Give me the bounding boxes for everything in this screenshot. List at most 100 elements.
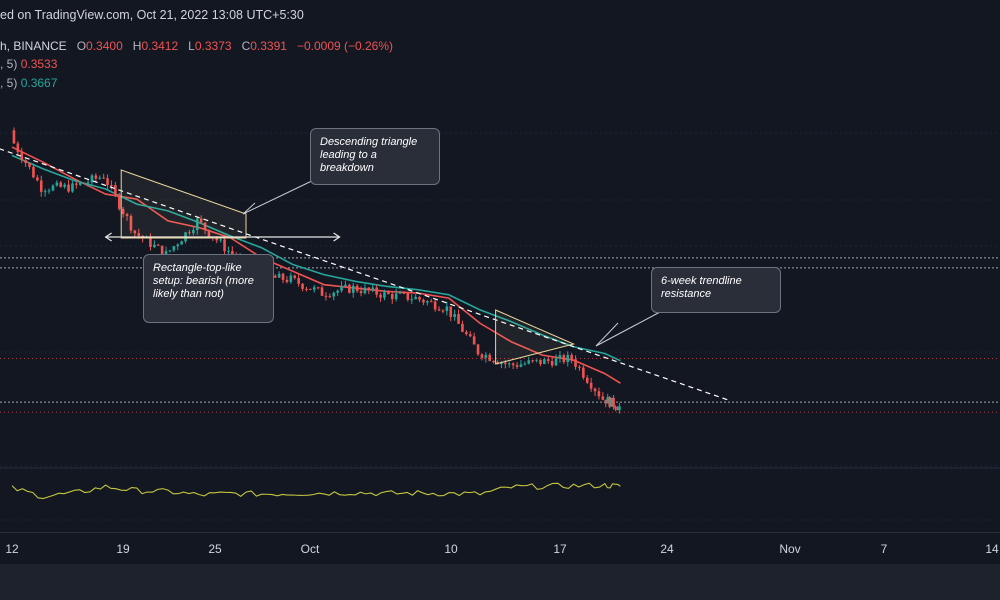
- candle-body: [437, 309, 441, 311]
- candle-body: [340, 286, 343, 291]
- close-label: C: [241, 39, 251, 53]
- candle-body: [593, 388, 597, 392]
- candle-body: [75, 183, 78, 185]
- trendline-callout[interactable]: 6-week trendline resistance: [651, 267, 781, 313]
- candle-body: [305, 288, 308, 290]
- candle-body: [535, 359, 538, 361]
- candle-body: [192, 230, 195, 234]
- candle-body: [606, 397, 610, 404]
- candle-body: [289, 275, 293, 282]
- candle-body: [414, 296, 417, 300]
- candle-body: [562, 355, 566, 363]
- candle-body: [47, 190, 51, 192]
- candle-body: [418, 296, 421, 300]
- x-tick-label: 12: [5, 542, 19, 556]
- candle-body: [461, 323, 464, 332]
- candle-body: [351, 285, 355, 293]
- candle-body: [371, 287, 375, 291]
- rectangle-callout[interactable]: Rectangle-top-like setup: bearish (more …: [143, 254, 274, 323]
- low-value: 0.3373: [194, 39, 232, 53]
- high-label: H: [132, 39, 142, 53]
- x-tick-label: 24: [660, 542, 674, 556]
- candle-body: [367, 287, 371, 291]
- candle-body: [449, 306, 453, 317]
- candle-body: [610, 397, 613, 407]
- triangle-callout[interactable]: Descending triangle leading to a breakdo…: [310, 128, 440, 185]
- candle-body: [355, 285, 359, 292]
- candle-body: [410, 299, 414, 301]
- ma-fast-legend[interactable]: , 5) 0.3533: [0, 57, 57, 71]
- candle-body: [82, 182, 86, 184]
- candle-body: [195, 218, 199, 231]
- candle-body: [156, 244, 160, 246]
- x-tick-label: Nov: [779, 542, 801, 556]
- candle-body: [406, 292, 410, 300]
- candle-body: [55, 182, 59, 186]
- candle-body: [426, 301, 429, 303]
- candle-body: [383, 292, 386, 298]
- candle-body: [480, 354, 484, 358]
- candle-body: [316, 287, 320, 289]
- candle-body: [110, 185, 113, 187]
- candle-body: [28, 163, 31, 167]
- change-value: −0.0009 (−0.26%): [296, 39, 394, 53]
- candle-body: [344, 284, 347, 287]
- x-tick-label: 10: [444, 542, 458, 556]
- candle-body: [433, 301, 437, 310]
- candle-body: [301, 283, 304, 289]
- candle-body: [277, 273, 281, 278]
- candle-body: [523, 363, 527, 365]
- candle-body: [51, 185, 55, 191]
- candle-body: [332, 292, 336, 297]
- close-value: 0.3391: [250, 39, 287, 53]
- ma-line: [11, 146, 621, 384]
- candle-body: [90, 175, 94, 183]
- candle-body: [121, 208, 125, 215]
- candle-body: [618, 406, 621, 411]
- open-value: 0.3400: [86, 39, 123, 53]
- ohlc-legend[interactable]: h, BINANCE O0.3400 H0.3412 L0.3373 C0.33…: [0, 39, 393, 53]
- candle-body: [227, 251, 230, 253]
- candle-body: [320, 287, 324, 296]
- candle-body: [570, 354, 573, 360]
- candle-body: [285, 279, 289, 282]
- candle-body: [188, 232, 191, 234]
- candle-body: [476, 344, 480, 355]
- candle-body: [336, 290, 339, 293]
- candle-body: [94, 175, 98, 179]
- time-axis[interactable]: 12 19 25 Oct 10 17 24 Nov 7 14: [0, 532, 1000, 565]
- candle-body: [20, 152, 24, 161]
- open-label: O: [76, 39, 87, 53]
- trendline-callout-text: 6-week trendline resistance: [661, 275, 742, 300]
- candle-body: [457, 314, 460, 324]
- candle-body: [465, 331, 468, 335]
- candle-body: [390, 294, 394, 300]
- candle-body: [129, 215, 133, 231]
- candle-body: [71, 183, 74, 192]
- oscillator-line: [11, 482, 621, 500]
- candle-body: [527, 360, 531, 364]
- candle-body: [164, 251, 168, 256]
- candle-body: [16, 143, 20, 153]
- ma-slow-value: 0.3667: [20, 76, 58, 90]
- x-tick-label: Oct: [300, 542, 320, 556]
- candle-body: [363, 287, 367, 294]
- candle-body: [125, 214, 129, 216]
- candle-body: [312, 287, 316, 290]
- candle-body: [348, 284, 351, 293]
- candle-body: [149, 236, 152, 248]
- candle-body: [223, 239, 226, 252]
- candle-body: [153, 244, 156, 248]
- candle-body: [550, 361, 554, 366]
- candle-body: [472, 336, 476, 345]
- candle-body: [199, 218, 203, 223]
- candle-body: [207, 229, 211, 237]
- candle-body: [554, 358, 558, 366]
- candle-body: [78, 182, 82, 185]
- candle-body: [328, 296, 332, 298]
- candle-body: [168, 250, 172, 252]
- ma-slow-legend[interactable]: , 5) 0.3667: [0, 76, 57, 90]
- candle-body: [180, 241, 183, 245]
- candle-body: [616, 408, 619, 411]
- candle-body: [604, 399, 608, 404]
